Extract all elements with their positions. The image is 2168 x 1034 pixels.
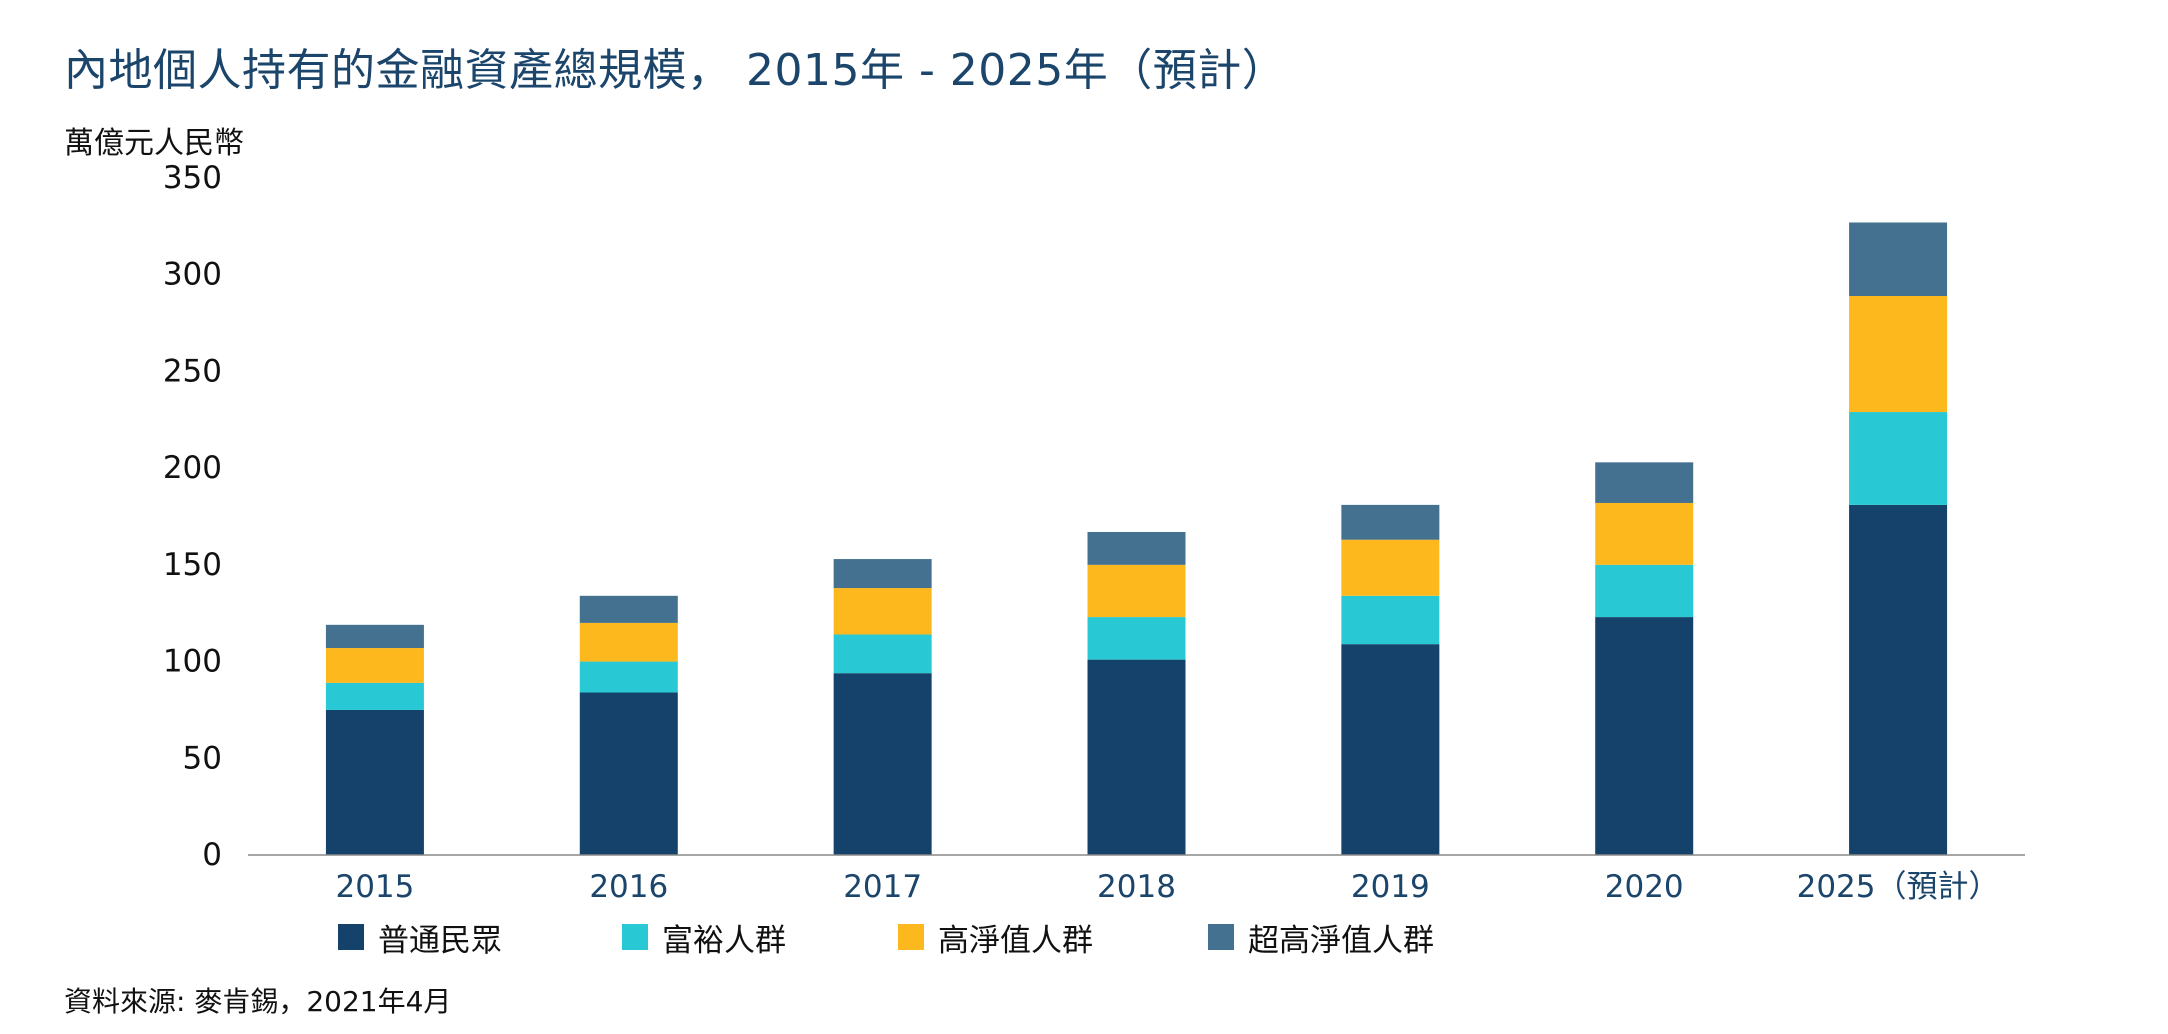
legend-item-uhnw: 超高淨值人群 xyxy=(1208,912,1434,962)
bar-segment-affluent xyxy=(579,661,678,693)
legend-item-mass: 普通民眾 xyxy=(338,912,502,962)
x-tick-label: 2015 xyxy=(335,869,414,905)
y-tick-label: 100 xyxy=(163,644,222,680)
bar-segment-hnw xyxy=(1087,564,1186,618)
legend-swatch-affluent xyxy=(622,924,648,950)
bar-segment-affluent xyxy=(833,634,932,674)
y-tick-label: 200 xyxy=(163,450,222,486)
x-tick-label: 2017 xyxy=(843,869,922,905)
bar-segment-mass xyxy=(1595,617,1694,855)
x-axis-ticks: 2015 2016 2017 2018 2019 2020 2025（預計） xyxy=(335,869,1999,905)
x-tick-label: 2025（預計） xyxy=(1797,869,2000,905)
bar-segment-uhnw xyxy=(1341,504,1440,540)
legend-item-affluent: 富裕人群 xyxy=(622,912,786,962)
bar-segment-hnw xyxy=(1595,502,1694,565)
bar-segment-hnw xyxy=(579,622,678,662)
bar-segment-hnw xyxy=(1341,539,1440,596)
y-axis-ticks: 0 50 100 150 200 250 300 350 xyxy=(163,160,222,873)
legend-swatch-mass xyxy=(338,924,364,950)
bar-segment-affluent xyxy=(1595,564,1694,618)
x-tick-label: 2020 xyxy=(1605,869,1684,905)
source-note: 資料來源: 麥肯錫，2021年4月 xyxy=(64,985,452,1018)
x-tick-label: 2019 xyxy=(1351,869,1430,905)
bar-segment-uhnw xyxy=(1087,531,1186,565)
x-tick-label: 2016 xyxy=(589,869,668,905)
bar-segment-mass xyxy=(833,673,932,855)
bar-segment-mass xyxy=(1341,644,1440,855)
y-tick-label: 350 xyxy=(163,160,222,196)
bar-segment-affluent xyxy=(1087,617,1186,660)
legend-label-mass: 普通民眾 xyxy=(378,922,502,959)
bar-segment-affluent xyxy=(1341,595,1440,645)
bar-segment-mass xyxy=(1849,504,1948,855)
bar-stacks xyxy=(325,222,1948,855)
legend-swatch-uhnw xyxy=(1208,924,1234,950)
legend-label-uhnw: 超高淨值人群 xyxy=(1248,922,1434,959)
bar-segment-hnw xyxy=(833,588,932,635)
y-tick-label: 300 xyxy=(163,257,222,293)
legend-swatch-hnw xyxy=(898,924,924,950)
y-tick-label: 250 xyxy=(163,353,222,389)
bar-segment-mass xyxy=(325,709,424,855)
legend-label-affluent: 富裕人群 xyxy=(662,922,786,959)
bar-segment-mass xyxy=(579,692,678,855)
bar-segment-uhnw xyxy=(1849,222,1948,296)
y-tick-label: 0 xyxy=(202,837,222,873)
bar-segment-uhnw xyxy=(833,559,932,589)
bar-segment-affluent xyxy=(325,682,424,710)
bar-segment-affluent xyxy=(1849,412,1948,505)
bar-segment-uhnw xyxy=(579,595,678,623)
chart-legend: 普通民眾 富裕人群 高淨值人群 超高淨值人群 xyxy=(0,912,2168,962)
bar-segment-uhnw xyxy=(1595,462,1694,503)
legend-label-hnw: 高淨值人群 xyxy=(938,922,1093,959)
x-tick-label: 2018 xyxy=(1097,869,1176,905)
bar-segment-hnw xyxy=(325,648,424,683)
legend-item-hnw: 高淨值人群 xyxy=(898,912,1093,962)
y-tick-label: 50 xyxy=(183,740,222,776)
y-axis-unit-label: 萬億元人民幣 xyxy=(64,126,244,161)
bar-segment-uhnw xyxy=(325,624,424,649)
bar-segment-mass xyxy=(1087,659,1186,855)
bar-segment-hnw xyxy=(1849,295,1948,413)
y-tick-label: 150 xyxy=(163,547,222,583)
chart-title: 內地個人持有的金融資產總規模， 2015年 - 2025年（預計） xyxy=(64,45,1287,96)
